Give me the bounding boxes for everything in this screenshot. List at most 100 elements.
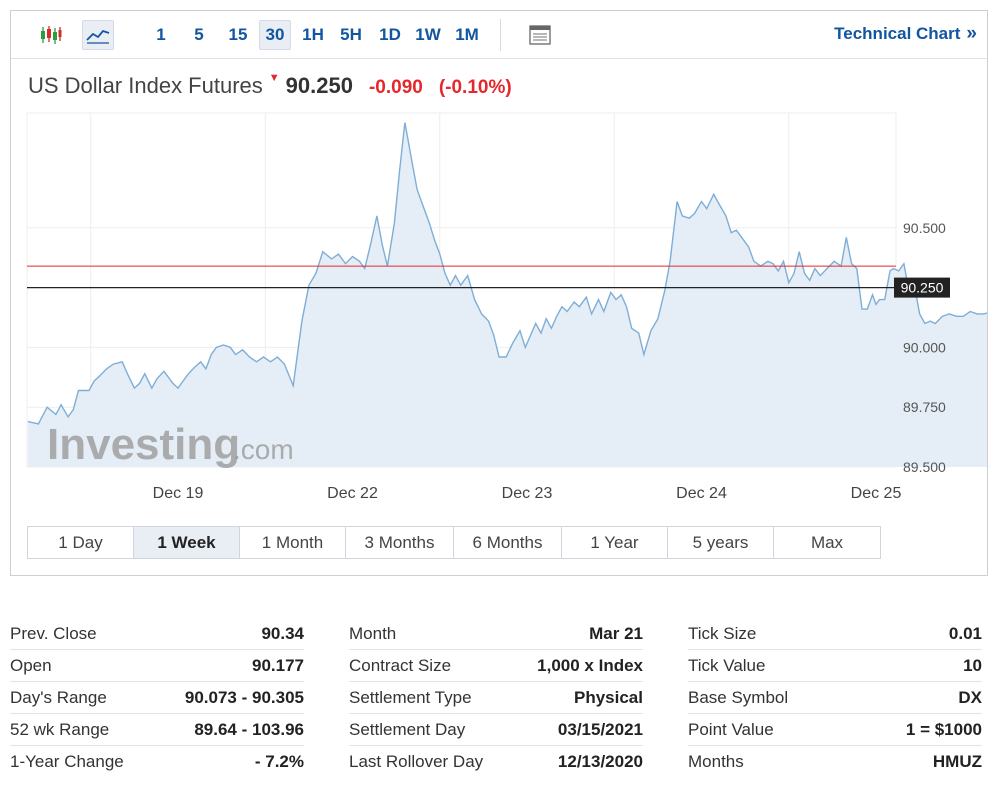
info-column-2: Month Mar 21 Contract Size 1,000 x Index Set… — [349, 618, 643, 778]
info-row: 52 wk Range 89.64 - 103.96 — [10, 714, 304, 746]
y-tick-label: 89.750 — [903, 399, 946, 415]
current-price-label: 90.250 — [901, 280, 944, 296]
x-axis: Dec 19 Dec 22 Dec 23 Dec 24 Dec 25 — [153, 485, 902, 502]
interval-1m[interactable]: 1M — [455, 25, 479, 44]
range-1-week[interactable]: 1 Week — [134, 527, 240, 558]
info-row: Last Rollover Day 12/13/2020 — [349, 746, 643, 778]
info-label: Open — [10, 655, 52, 675]
x-tick-label: Dec 24 — [676, 485, 727, 502]
interval-1d[interactable]: 1D — [379, 25, 401, 44]
info-value: Physical — [574, 687, 643, 707]
info-row: 1-Year Change - 7.2% — [10, 746, 304, 778]
y-tick-label: 90.500 — [903, 220, 946, 236]
time-range-selector: 1 Day 1 Week 1 Month 3 Months 6 Months 1 Year… — [27, 526, 881, 559]
info-label: 1-Year Change — [10, 752, 124, 771]
price-line — [27, 122, 987, 425]
chart-toolbar: 1 5 15 30 1H 5H 1D 1W 1M Technical Chart… — [11, 11, 987, 59]
line-chart-icon[interactable] — [82, 20, 114, 50]
info-value: HMUZ — [932, 752, 982, 771]
range-1-year[interactable]: 1 Year — [562, 527, 668, 558]
price-change-percent: (-0.10%) — [438, 77, 512, 98]
technical-chart-link[interactable]: Technical Chart » — [834, 23, 977, 45]
info-column-3: Tick Size 0.01 Tick Value 10 Base Symbol DX Po… — [688, 618, 982, 778]
info-label: Month — [349, 623, 397, 643]
info-label: Point Value — [688, 719, 774, 739]
range-1-month[interactable]: 1 Month — [240, 527, 346, 558]
instrument-name: US Dollar Index Futures — [28, 73, 263, 98]
info-row: Settlement Type Physical — [349, 682, 643, 714]
info-value: Mar 21 — [589, 623, 643, 643]
range-6-months[interactable]: 6 Months — [454, 527, 562, 558]
info-label: Months — [688, 752, 744, 771]
interval-5h[interactable]: 5H — [340, 25, 362, 44]
info-row: Day's Range 90.073 - 90.305 — [10, 682, 304, 714]
x-tick-label: Dec 19 — [153, 485, 204, 502]
quote-header: US Dollar Index Futures ▼ 90.250 -0.090 … — [28, 72, 512, 103]
table-icon[interactable] — [524, 20, 556, 50]
info-column-1: Prev. Close 90.34 Open 90.177 Day's Range 90.… — [10, 618, 304, 778]
info-row: Months HMUZ — [688, 746, 982, 778]
x-tick-label: Dec 23 — [502, 485, 553, 502]
chart-panel: 1 5 15 30 1H 5H 1D 1W 1M Technical Chart… — [10, 10, 988, 576]
info-value: 12/13/2020 — [557, 752, 643, 771]
range-5-years[interactable]: 5 years — [668, 527, 774, 558]
info-row: Base Symbol DX — [688, 682, 982, 714]
info-row: Tick Size 0.01 — [688, 618, 982, 650]
info-row: Month Mar 21 — [349, 618, 643, 650]
info-value: 90.34 — [261, 623, 304, 643]
info-value: 1,000 x Index — [537, 655, 643, 675]
range-1-day[interactable]: 1 Day — [28, 527, 134, 558]
info-label: Settlement Type — [349, 687, 472, 707]
interval-1h[interactable]: 1H — [302, 25, 324, 44]
info-label: Last Rollover Day — [349, 752, 484, 771]
watermark-logo: Investing .com — [47, 420, 294, 469]
info-label: Day's Range — [10, 687, 107, 707]
info-value: - 7.2% — [254, 752, 304, 771]
info-row: Prev. Close 90.34 — [10, 618, 304, 650]
watermark-suffix: .com — [233, 434, 294, 465]
price-chart[interactable]: Investing .com 90.50090.00089.75089.500 … — [11, 101, 987, 513]
info-value: 10 — [963, 655, 982, 675]
current-price-tag: 90.250 — [894, 277, 950, 298]
interval-1w[interactable]: 1W — [415, 25, 441, 44]
range-3-months[interactable]: 3 Months — [346, 527, 454, 558]
info-value: 90.073 - 90.305 — [184, 687, 304, 707]
candlestick-icon[interactable] — [35, 20, 67, 50]
double-chevron-right-icon: » — [966, 23, 977, 44]
current-price-tag-bg — [894, 277, 950, 298]
info-row: Open 90.177 — [10, 650, 304, 682]
watermark-main: Investing — [47, 420, 240, 469]
info-row: Point Value 1 = $1000 — [688, 714, 982, 746]
info-row: Tick Value 10 — [688, 650, 982, 682]
info-value: DX — [958, 687, 982, 707]
down-arrow-icon: ▼ — [268, 72, 280, 84]
info-label: Tick Size — [688, 623, 757, 643]
x-tick-label: Dec 22 — [327, 485, 378, 502]
info-label: 52 wk Range — [10, 719, 110, 739]
info-row: Settlement Day 03/15/2021 — [349, 714, 643, 746]
interval-15[interactable]: 15 — [228, 25, 248, 44]
interval-5[interactable]: 5 — [194, 25, 204, 44]
price-area — [27, 122, 987, 467]
info-row: Contract Size 1,000 x Index — [349, 650, 643, 682]
info-label: Settlement Day — [349, 719, 466, 739]
info-label: Base Symbol — [688, 687, 789, 707]
info-value: 90.177 — [252, 655, 304, 675]
range-max[interactable]: Max — [810, 533, 844, 552]
info-value: 89.64 - 103.96 — [194, 719, 304, 739]
y-tick-label: 89.500 — [903, 459, 946, 475]
toolbar-divider — [500, 19, 501, 51]
price-change: -0.090 — [368, 77, 423, 98]
info-label: Contract Size — [349, 655, 452, 675]
info-label: Prev. Close — [10, 623, 97, 643]
technical-chart-label: Technical Chart — [834, 24, 961, 43]
info-value: 03/15/2021 — [557, 719, 643, 739]
interval-1[interactable]: 1 — [156, 25, 166, 44]
y-tick-label: 90.000 — [903, 339, 946, 355]
info-value: 0.01 — [948, 623, 982, 643]
y-axis: 90.500 90.000 89.750 89.500 — [903, 220, 946, 475]
info-label: Tick Value — [688, 655, 766, 675]
x-tick-label: Dec 25 — [851, 485, 902, 502]
info-value: 1 = $1000 — [905, 719, 982, 739]
interval-30[interactable]: 30 — [259, 20, 291, 50]
